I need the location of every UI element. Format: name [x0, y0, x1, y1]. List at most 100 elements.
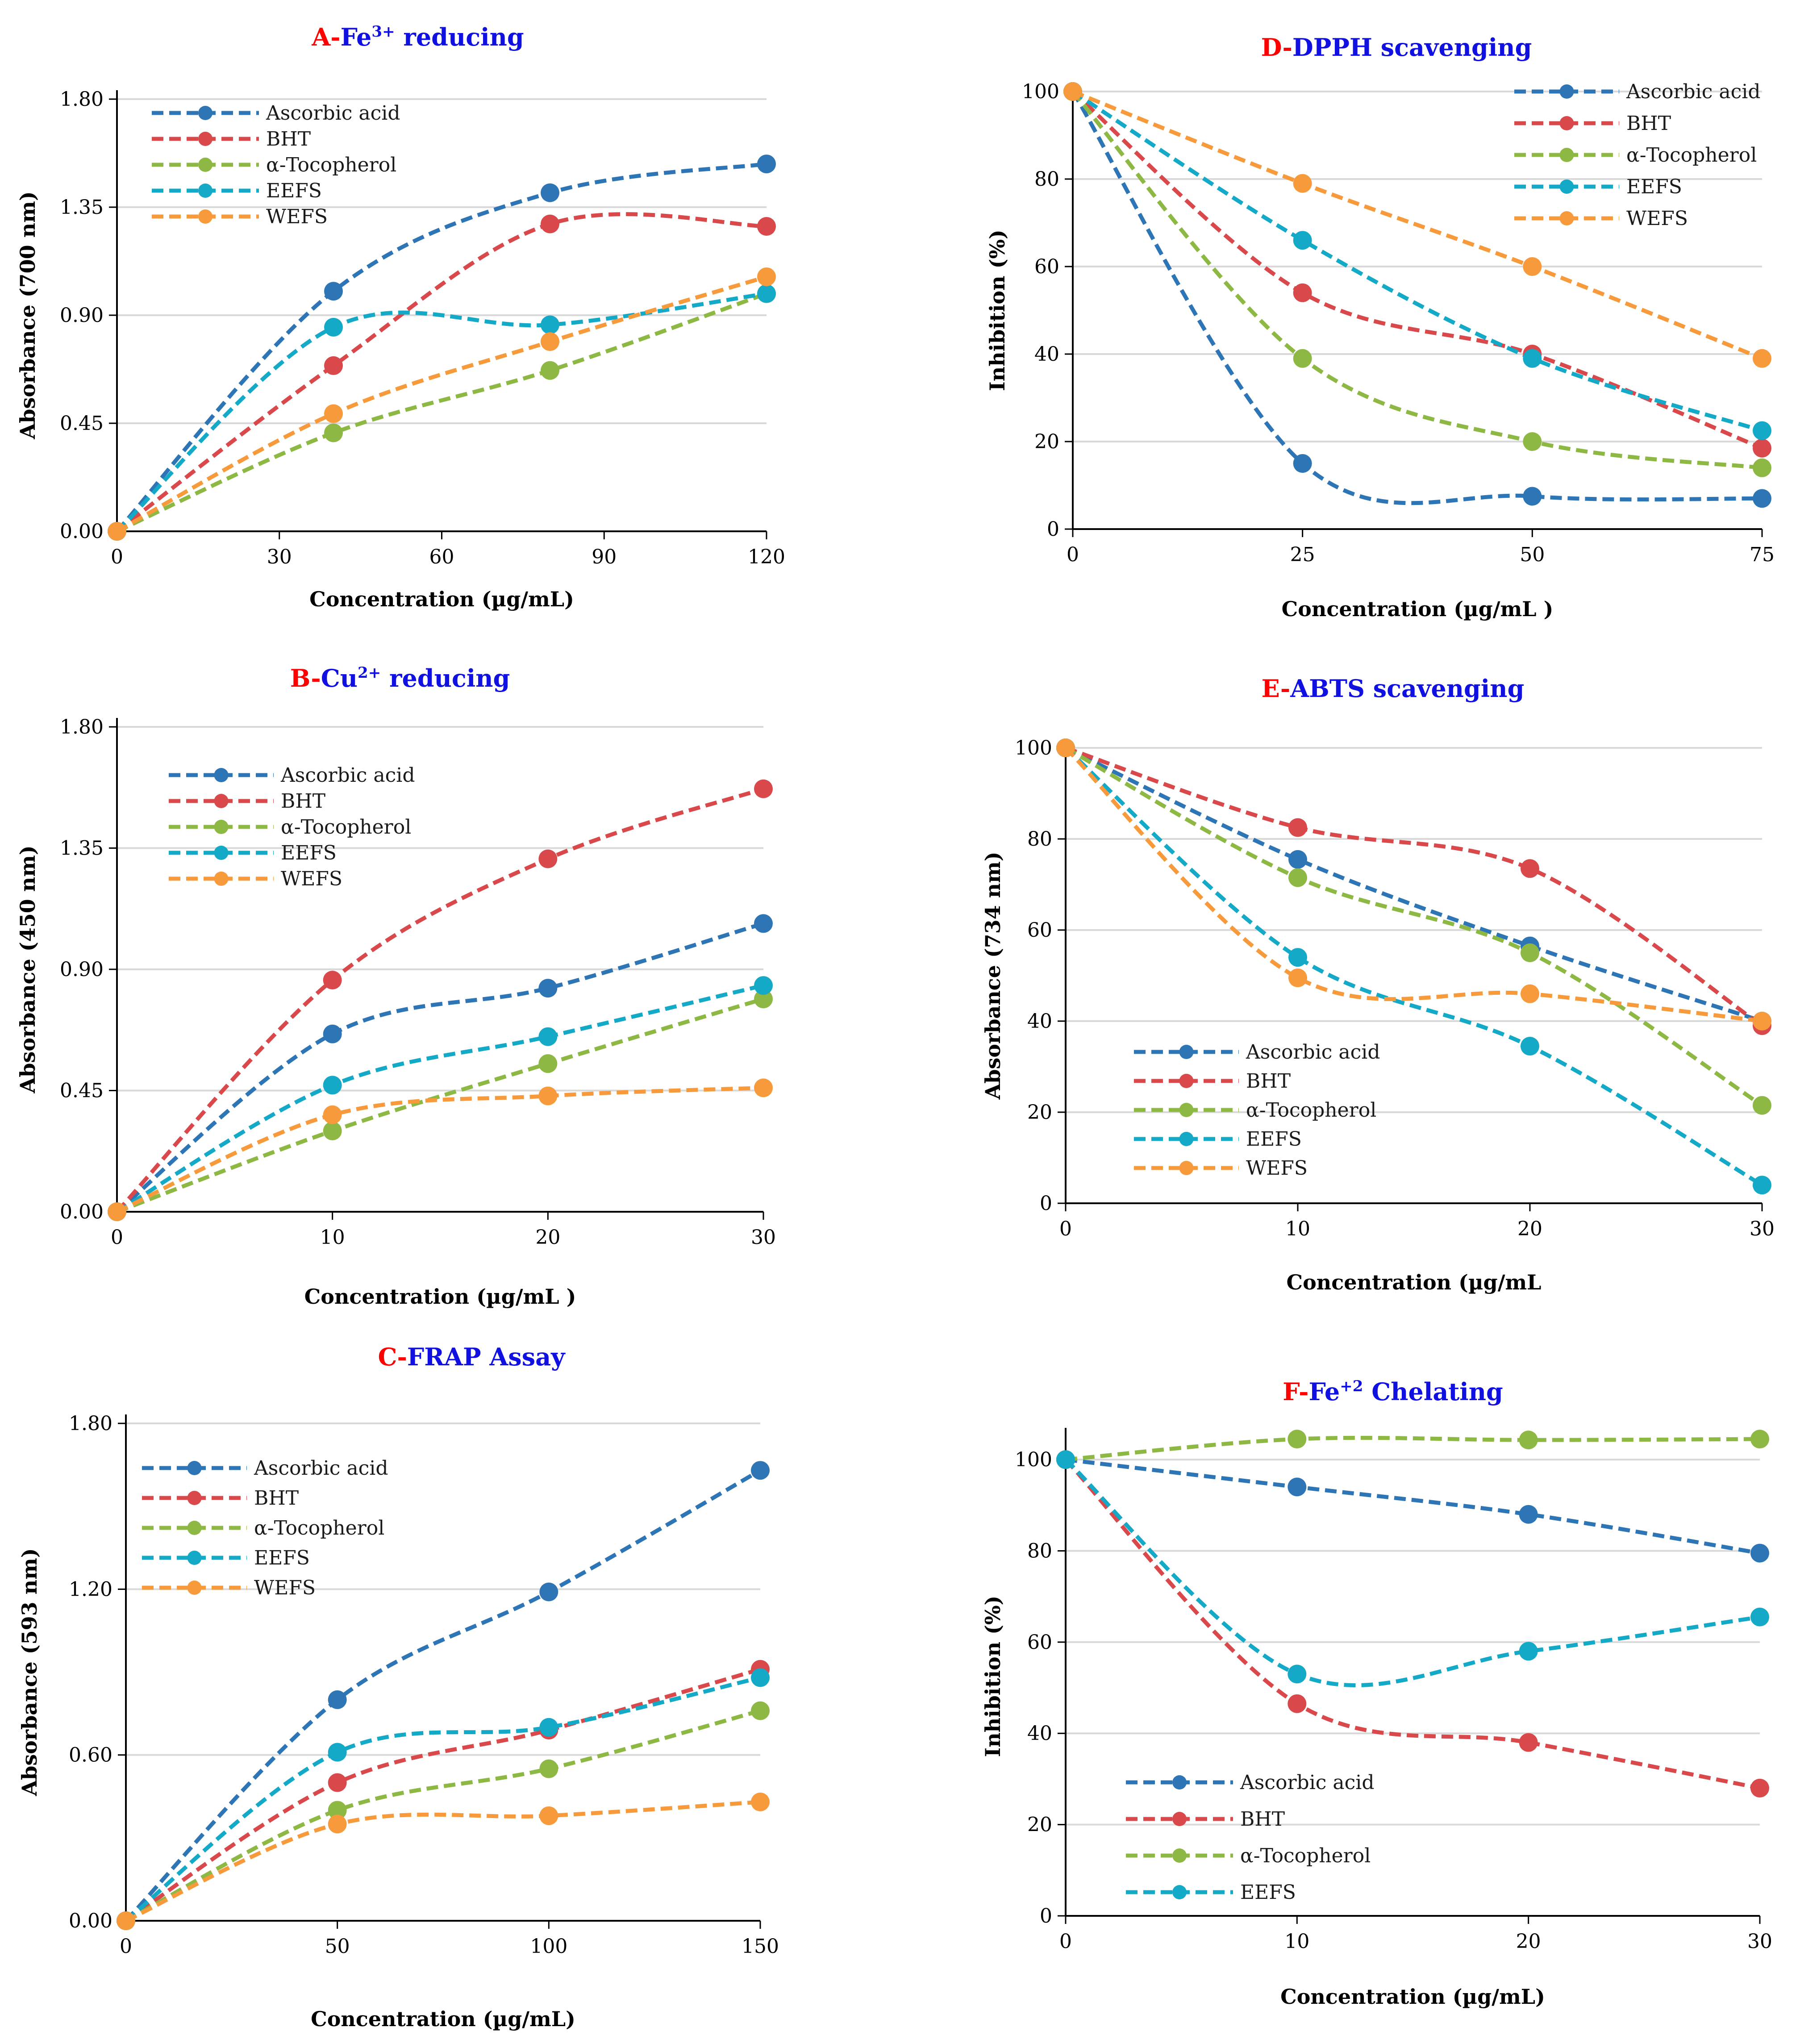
- chart-title-main: ABTS scavenging: [1290, 674, 1524, 703]
- legend-marker: [1179, 1132, 1194, 1146]
- legend-marker: [1559, 211, 1574, 225]
- legend: Ascorbic acid BHT α-Tocopherol EEFS WEFS: [142, 1457, 388, 1599]
- x-axis-title: Concentration (µg/mL): [1280, 1985, 1545, 2009]
- data-point: [1288, 868, 1307, 887]
- series-line--tocopherol: [1064, 746, 1763, 1107]
- data-point: [1753, 458, 1771, 477]
- series-line-eefs: [1064, 1458, 1760, 1688]
- data-point: [1750, 1778, 1769, 1798]
- series-line-bht: [1064, 1458, 1760, 1790]
- legend-label: EEFS: [254, 1547, 310, 1569]
- data-point: [754, 779, 773, 798]
- x-tick-label: 30: [751, 1226, 776, 1249]
- data-point: [323, 1122, 342, 1140]
- chart-panel-C: 0.00 0.60 1.20 1.80 0 50 100 150 C-FRAP Assay Con…: [17, 1343, 779, 2031]
- y-tick-label: 60: [1027, 1631, 1052, 1654]
- x-axis-title: Concentration (µg/mL: [1286, 1270, 1541, 1294]
- data-point: [1753, 438, 1771, 458]
- legend-label: BHT: [266, 128, 311, 150]
- data-point: [751, 1792, 770, 1811]
- y-tick-label: 100: [1015, 737, 1052, 759]
- data-point: [1519, 1505, 1538, 1524]
- legend-marker: [1179, 1074, 1194, 1088]
- legend-marker: [1179, 1161, 1194, 1175]
- series-line-bht: [1065, 746, 1763, 1027]
- legend: Ascorbic acid BHT α-Tocopherol EEFS WEFS: [152, 102, 400, 228]
- chart-title-prefix: C-: [378, 1343, 407, 1371]
- legend-marker: [214, 794, 229, 808]
- series-line--tocopherol: [1071, 90, 1762, 470]
- legend-label: BHT: [1240, 1808, 1285, 1831]
- y-tick-label: 1.80: [69, 1412, 112, 1435]
- data-point: [1753, 1012, 1771, 1030]
- legend-label: Ascorbic acid: [1626, 80, 1761, 103]
- data-point: [1288, 1664, 1307, 1684]
- legend-label: Ascorbic acid: [254, 1457, 388, 1480]
- y-tick-label: 40: [1027, 1722, 1052, 1745]
- chart-title-suffix: Chelating: [1363, 1377, 1503, 1406]
- x-tick-label: 10: [320, 1226, 345, 1249]
- data-point: [1288, 850, 1307, 869]
- x-tick-label: 0: [111, 546, 123, 568]
- data-point: [1523, 257, 1542, 276]
- chart-title: C-FRAP Assay: [378, 1343, 566, 1371]
- data-point: [538, 979, 558, 998]
- y-axis-title: Absorbance (593 nm): [17, 1548, 42, 1796]
- data-point: [538, 1054, 558, 1073]
- x-tick-label: 75: [1750, 543, 1775, 566]
- legend: Ascorbic acid BHT α-Tocopherol EEFS WEFS: [169, 764, 415, 890]
- x-tick-label: 0: [1059, 1218, 1072, 1240]
- data-point: [1523, 349, 1542, 368]
- series-line-wefs: [1064, 746, 1762, 1023]
- series-line-bht: [125, 1667, 761, 1923]
- legend-marker: [1559, 179, 1574, 194]
- data-point: [117, 1911, 135, 1930]
- data-point: [1293, 231, 1312, 250]
- legend-label: WEFS: [1246, 1157, 1308, 1180]
- data-point: [541, 361, 559, 380]
- legend-marker: [1559, 148, 1574, 162]
- legend-label: WEFS: [266, 205, 328, 228]
- legend-label: α-Tocopherol: [1626, 144, 1757, 167]
- data-point: [1293, 349, 1312, 368]
- chart-panel-B: 0.00 0.45 0.90 1.35 1.80 0 10 20 30 B-Cu2+ reduci…: [16, 664, 776, 1309]
- data-point: [1063, 82, 1082, 101]
- y-tick-label: 1.35: [60, 837, 104, 860]
- y-tick-label: 100: [1015, 1448, 1052, 1471]
- data-point: [1288, 1430, 1307, 1449]
- chart-panel-A: 0.00 0.45 0.90 1.35 1.80 0 30 60 90 120 A-Fe3+ red…: [16, 23, 785, 611]
- legend-marker: [198, 106, 212, 120]
- x-tick-label: 50: [1520, 543, 1545, 566]
- data-point: [538, 849, 558, 868]
- data-point: [1521, 943, 1539, 962]
- y-tick-label: 80: [1027, 828, 1052, 851]
- series-line-wefs: [116, 275, 767, 533]
- data-point: [1750, 1430, 1769, 1449]
- y-tick-label: 20: [1027, 1814, 1052, 1836]
- legend-label: WEFS: [1626, 207, 1688, 230]
- y-tick-label: 1.80: [60, 716, 104, 738]
- data-point: [324, 356, 343, 375]
- data-point: [1519, 1431, 1538, 1450]
- series-line--tocopherol: [125, 1709, 761, 1923]
- legend-label: α-Tocopherol: [254, 1517, 384, 1539]
- data-point: [541, 332, 559, 351]
- data-point: [108, 522, 126, 541]
- chart-panel-F: 0 20 40 60 80 100 0 10 20 30 F-Fe+2 Chelating Conce…: [981, 1377, 1772, 2009]
- series-line-ascorbic-acid: [1071, 90, 1762, 505]
- series-line-wefs: [125, 1800, 761, 1923]
- data-point: [538, 1027, 558, 1046]
- data-point: [1753, 1096, 1771, 1115]
- legend-marker: [198, 209, 212, 224]
- legend-marker: [1172, 1848, 1187, 1863]
- data-point: [324, 404, 343, 423]
- chart-title: D-DPPH scavenging: [1261, 33, 1532, 62]
- data-point: [539, 1759, 558, 1778]
- x-tick-label: 20: [1517, 1218, 1542, 1240]
- legend-label: EEFS: [266, 179, 322, 202]
- series-line-bht: [115, 787, 764, 1214]
- y-tick-label: 1.80: [60, 88, 104, 111]
- data-point: [1519, 1733, 1538, 1752]
- x-tick-label: 0: [111, 1226, 123, 1249]
- chart-title: B-Cu2+ reducing: [290, 664, 510, 692]
